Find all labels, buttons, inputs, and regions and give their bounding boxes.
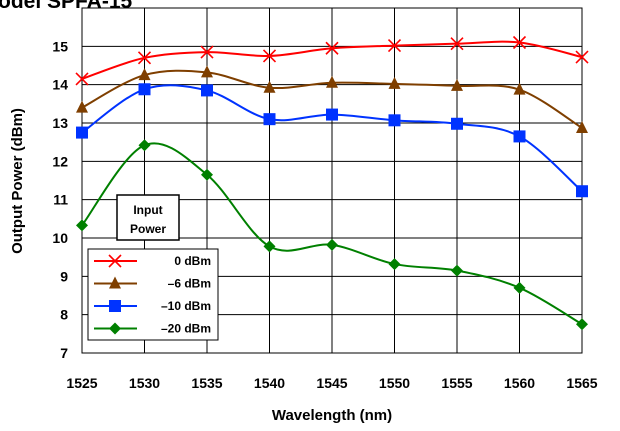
y-tick-label: 12 <box>52 153 68 169</box>
data-point-marker <box>263 240 276 253</box>
y-tick-label: 14 <box>52 77 68 93</box>
data-point-marker <box>76 219 88 232</box>
y-tick-label: 9 <box>60 268 68 284</box>
x-marker-stroke <box>450 37 464 51</box>
data-point-marker <box>138 139 151 152</box>
x-marker-stroke <box>108 254 122 268</box>
data-point-marker <box>387 39 402 53</box>
data-point-marker <box>75 72 89 86</box>
x-tick-label: 1540 <box>254 375 285 391</box>
series-line-3 <box>81 142 583 326</box>
series-markers <box>75 35 589 331</box>
x-axis-label: Wavelength (nm) <box>272 407 392 424</box>
x-marker-stroke <box>75 72 89 86</box>
data-point-marker <box>450 37 464 51</box>
data-point-marker <box>512 35 527 50</box>
data-point-marker <box>325 41 339 55</box>
data-point-marker <box>262 49 277 63</box>
x-marker-stroke <box>200 45 214 59</box>
data-point-marker <box>513 82 526 95</box>
x-marker-stroke <box>512 35 527 50</box>
legend-entry-label: –20 dBm <box>161 322 211 336</box>
data-point-marker <box>576 185 588 198</box>
data-point-marker <box>138 83 151 96</box>
x-tick-label: 1565 <box>566 375 597 391</box>
x-marker-stroke <box>262 49 277 63</box>
data-point-marker <box>451 264 463 277</box>
y-tick-label: 15 <box>52 38 68 54</box>
legend-entry-label: 0 dBm <box>174 254 211 268</box>
x-marker-stroke <box>325 41 339 55</box>
data-point-marker <box>326 108 338 121</box>
legend-swatch-marker <box>109 300 121 312</box>
data-point-marker <box>388 258 401 271</box>
x-tick-label: 1555 <box>441 375 472 391</box>
x-tick-label: 1560 <box>504 375 535 391</box>
x-tick-label: 1535 <box>191 375 222 391</box>
x-marker-stroke <box>137 51 152 65</box>
y-tick-labels: 7 8 9 10 11 12 13 14 15 <box>52 38 68 361</box>
y-axis-label: Output Power (dBm) <box>9 108 26 254</box>
plot-area-frame <box>81 7 583 354</box>
data-point-marker <box>576 318 588 331</box>
data-point-marker <box>576 120 588 133</box>
data-point-marker <box>76 126 88 139</box>
legend-title-box <box>116 194 180 241</box>
legend-entry-label: –6 dBm <box>168 277 211 291</box>
x-tick-label: 1530 <box>129 375 160 391</box>
data-point-marker <box>201 168 213 181</box>
legend-swatch-marker <box>109 322 121 335</box>
data-point-marker <box>451 78 463 91</box>
x-marker-stroke <box>387 39 402 53</box>
data-point-marker <box>388 114 401 127</box>
data-point-marker <box>513 281 526 294</box>
data-point-marker <box>76 100 88 113</box>
data-point-marker <box>138 68 151 81</box>
data-point-marker <box>451 117 463 130</box>
x-tick-label: 1545 <box>316 375 347 391</box>
data-point-marker <box>575 50 589 64</box>
data-point-marker <box>201 65 213 78</box>
legend-title-line1: Input <box>133 203 162 217</box>
data-point-marker <box>388 76 401 89</box>
y-tick-label: 8 <box>60 307 68 323</box>
legend-box <box>87 248 219 341</box>
x-tick-label: 1525 <box>66 375 97 391</box>
legend-entry-label: –10 dBm <box>161 299 211 313</box>
data-point-marker <box>326 238 338 251</box>
data-point-marker <box>513 130 526 143</box>
data-point-marker <box>263 80 276 93</box>
legend: 0 dBm –6 dBm –10 dBm –20 dBm Input Power <box>87 194 219 341</box>
data-point-marker <box>326 75 338 88</box>
x-tick-label: 1550 <box>379 375 410 391</box>
legend-items: 0 dBm –6 dBm –10 dBm –20 dBm <box>94 254 211 336</box>
legend-swatch-marker <box>108 254 122 268</box>
x-tick-labels: 1525 1530 1535 1540 1545 1550 1555 1560 1565 <box>66 375 597 391</box>
legend-swatch-marker <box>109 276 121 289</box>
y-tick-label: 7 <box>60 345 68 361</box>
data-point-marker <box>137 51 152 65</box>
data-point-marker <box>200 45 214 59</box>
chart-title: odel SPFA-15 <box>0 0 133 13</box>
legend-title-line2: Power <box>130 222 166 236</box>
y-tick-label: 13 <box>52 115 68 131</box>
data-point-marker <box>263 113 276 126</box>
x-marker-stroke <box>575 50 589 64</box>
data-point-marker <box>201 84 213 97</box>
y-tick-label: 10 <box>52 230 68 246</box>
y-tick-label: 11 <box>53 192 68 208</box>
